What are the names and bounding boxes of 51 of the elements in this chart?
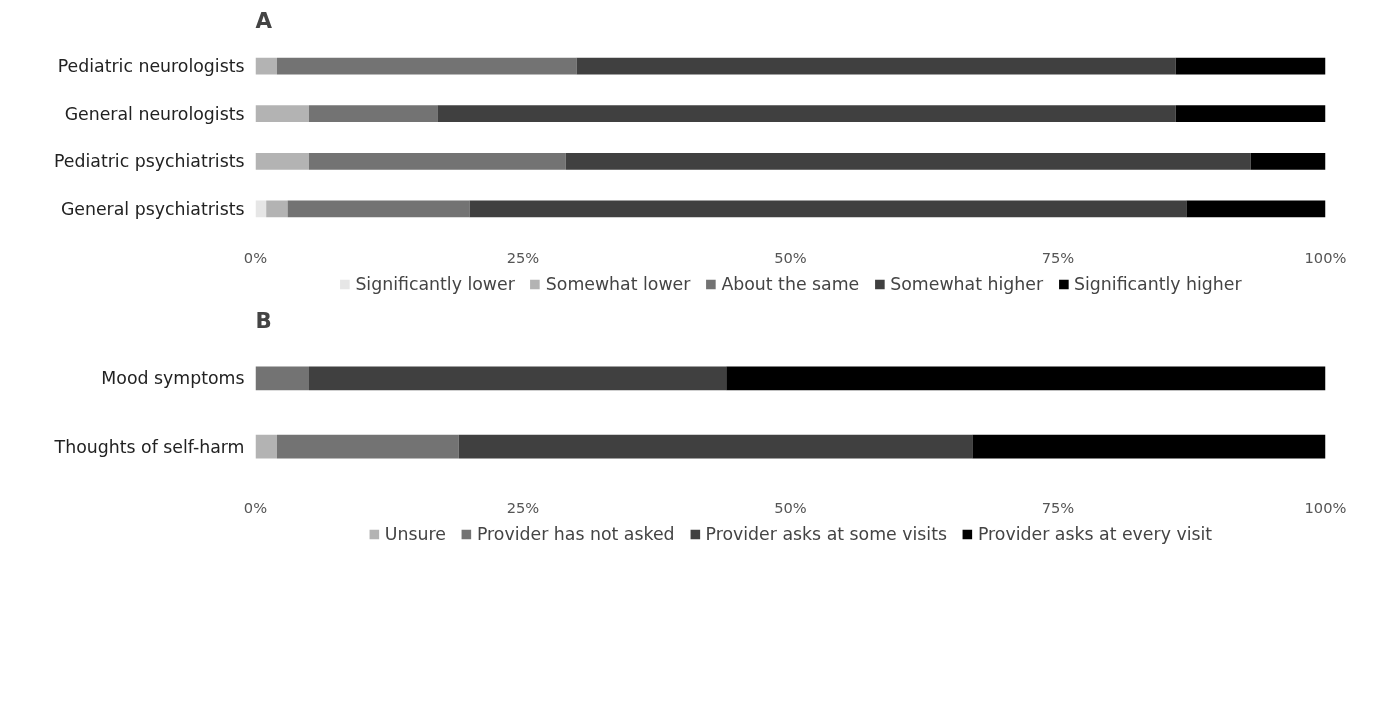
bar [266, 200, 288, 218]
legend-label: Significantly lower [355, 274, 515, 294]
x-tick-label: 100% [1304, 248, 1347, 266]
legend-label: Provider asks at some visits [705, 524, 947, 544]
legend-label: Somewhat higher [890, 274, 1044, 294]
bar [255, 105, 309, 123]
chart-title: B [255, 307, 272, 333]
legend-label: Unsure [384, 524, 446, 544]
bar [1175, 57, 1326, 75]
legend-label: Somewhat lower [545, 274, 691, 294]
legend-label: About the same [721, 274, 860, 294]
x-tick-label: 0% [243, 248, 268, 266]
bar [1186, 200, 1326, 218]
bar [276, 434, 459, 459]
y-tick-label: General psychiatrists [60, 198, 245, 219]
bar [255, 366, 309, 391]
bar [276, 57, 577, 75]
y-tick-label: Pediatric psychiatrists [54, 151, 245, 172]
y-tick-label: Pediatric neurologists [57, 56, 245, 77]
bar [309, 105, 438, 123]
y-tick-label: Mood symptoms [101, 368, 245, 389]
bar [1175, 105, 1326, 123]
bar [255, 200, 267, 218]
x-tick-label: 75% [1041, 248, 1075, 266]
legend-label: Provider has not asked [476, 524, 675, 544]
bar [1250, 152, 1326, 170]
bar [565, 152, 1251, 170]
bar [469, 200, 1187, 218]
bar [458, 434, 973, 459]
bar [309, 366, 727, 391]
bar [437, 105, 1176, 123]
y-tick-label: General neurologists [64, 103, 245, 124]
bar [576, 57, 1176, 75]
x-tick-label: 0% [243, 498, 268, 516]
y-tick-label: Thoughts of self-harm [53, 436, 245, 457]
x-tick-label: 25% [506, 248, 540, 266]
x-tick-label: 50% [774, 498, 807, 516]
bar [309, 152, 566, 170]
x-tick-label: 100% [1304, 498, 1347, 516]
bar [255, 434, 277, 459]
chart-title: A [255, 7, 273, 33]
legend-label: Provider asks at every visit [977, 524, 1213, 544]
bar [255, 57, 277, 75]
legend-label: Significantly higher [1074, 274, 1242, 294]
bar [287, 200, 470, 218]
bar [255, 152, 309, 170]
x-tick-label: 50% [774, 248, 807, 266]
bar [972, 434, 1326, 459]
x-tick-label: 25% [506, 498, 540, 516]
x-tick-label: 75% [1041, 498, 1075, 516]
bar [726, 366, 1326, 391]
